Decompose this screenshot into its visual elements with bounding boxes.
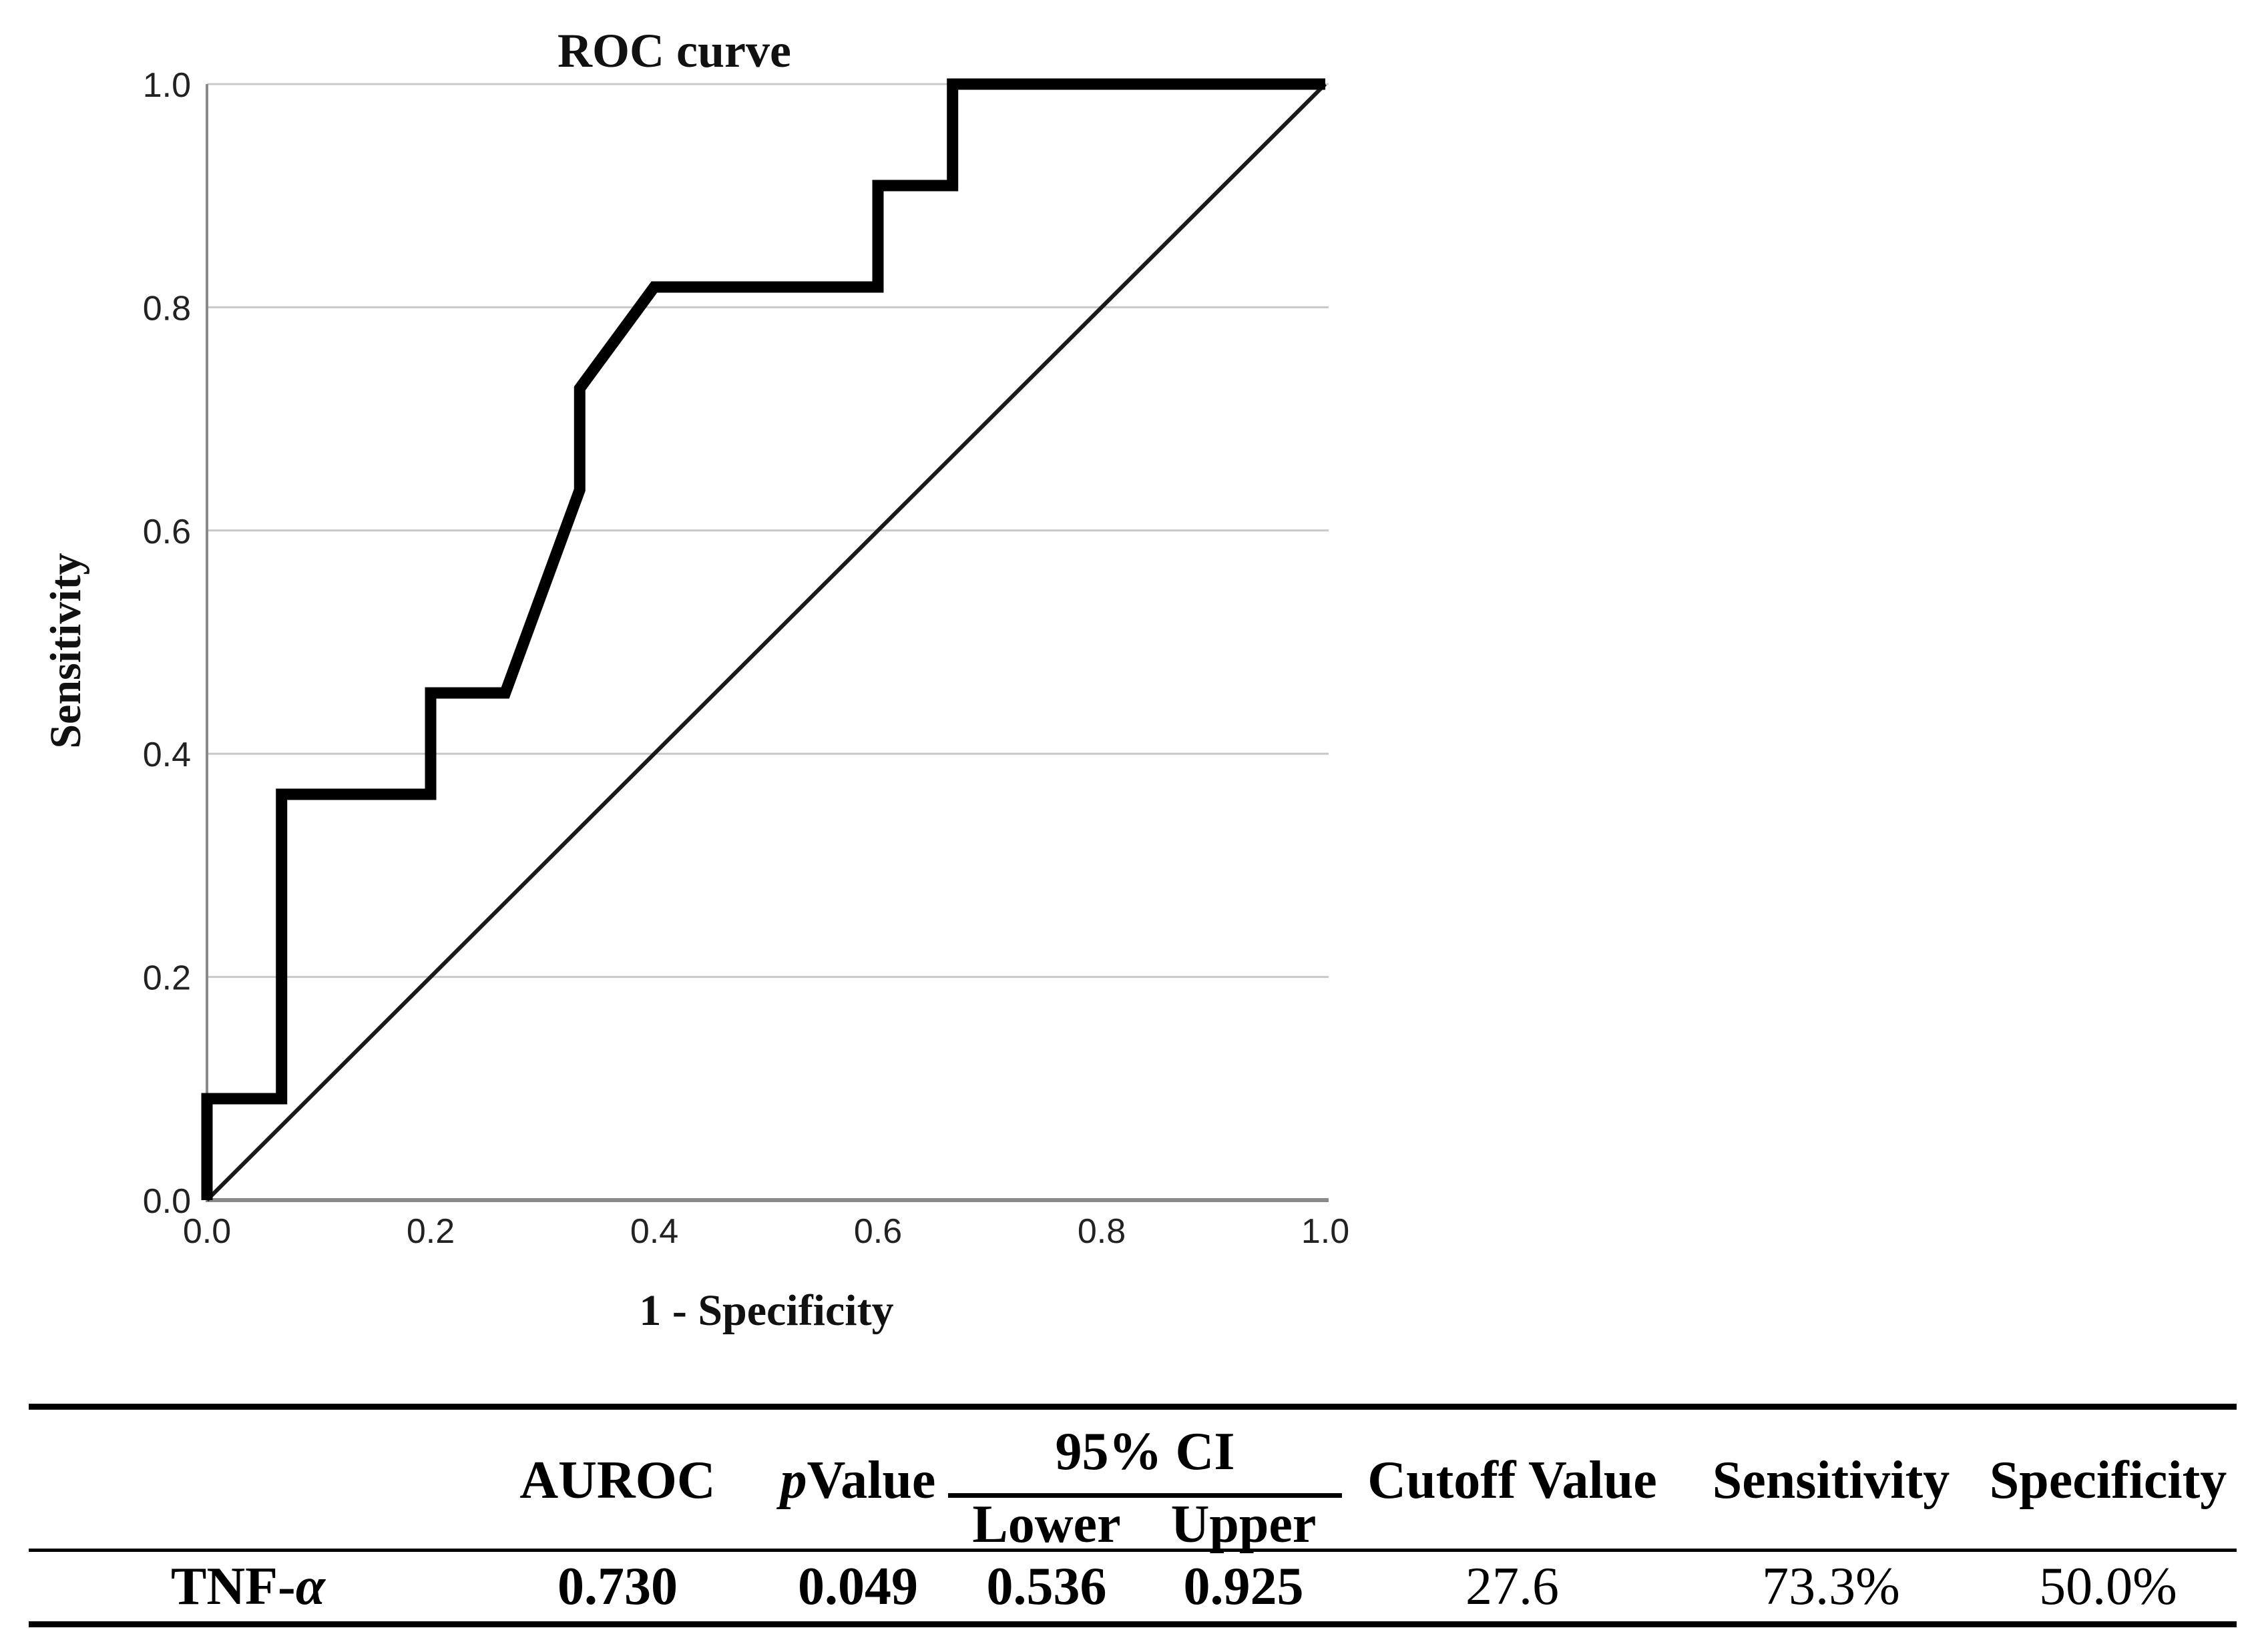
column-header-p-value: p Value [768,1410,948,1551]
chart-series [201,78,1327,1202]
tick-labels: 0.0 0.2 0.4 0.6 0.8 1.0 0.0 0.2 0.4 0.6 0.8 1.0 [143,66,1349,1251]
column-header-sensitivity: Sensitivity [1712,1451,1950,1510]
ci-group-cell: 95% CI Lower Upper [948,1410,1342,1551]
column-header-auroc: AUROC [519,1451,716,1510]
y-axis-label: Sensitivity [41,553,90,748]
column-header-ci-lower: Lower [972,1495,1121,1554]
y-tick-label-0.6: 0.6 [143,513,191,551]
x-tick-label-0.8: 0.8 [1078,1212,1126,1251]
roc-chart: 0.0 0.2 0.4 0.6 0.8 1.0 0.0 0.2 0.4 0.6 0.8 1.0 ROC… [41,24,1349,1335]
chart-title: ROC curve [557,24,791,77]
reference-diagonal-line [205,82,1327,1202]
x-tick-label-1.0: 1.0 [1301,1212,1349,1251]
x-tick-label-0.4: 0.4 [630,1212,678,1251]
table-header-row: AUROC p Value 95% CI Lower Upper Cutoff … [29,1410,2237,1552]
x-tick-label-0.2: 0.2 [407,1212,455,1251]
column-header-cutoff: Cutoff Value [1367,1451,1657,1510]
gridlines [207,83,1329,979]
tnf-prefix: TNF- [171,1557,296,1616]
table-row-tnf-alpha: TNF-α 0.730 0.049 0.536 0.925 27.6 73.3%… [29,1552,2237,1621]
value-cutoff: 27.6 [1465,1557,1559,1616]
column-header-95ci: 95% CI [948,1410,1342,1498]
value-auroc: 0.730 [557,1557,678,1616]
p-italic: p [780,1451,807,1510]
roc-curve-line [201,78,1325,1200]
value-specificity: 50.0% [2039,1557,2177,1616]
corner-cell [29,1410,467,1551]
y-tick-label-0.8: 0.8 [143,289,191,328]
column-header-specificity: Specificity [1989,1451,2227,1510]
row-label-tnf-alpha: TNF-α [29,1552,467,1621]
y-tick-label-0.0: 0.0 [143,1182,191,1221]
roc-stats-table: AUROC p Value 95% CI Lower Upper Cutoff … [29,1404,2237,1627]
axes [206,84,1329,1202]
y-tick-label-0.2: 0.2 [143,959,191,998]
y-tick-label-1.0: 1.0 [143,66,191,105]
value-p: 0.049 [798,1557,918,1616]
ci-subheaders: Lower Upper [948,1498,1342,1551]
tnf-alpha-symbol: α [295,1557,325,1616]
y-tick-label-0.4: 0.4 [143,736,191,774]
value-ci-lower: 0.536 [986,1557,1107,1616]
value-ci-upper: 0.925 [1183,1557,1304,1616]
p-value-rest: Value [807,1451,936,1510]
value-sensitivity: 73.3% [1762,1557,1900,1616]
x-axis-label: 1 - Specificity [639,1286,893,1335]
column-header-ci-upper: Upper [1170,1495,1317,1554]
x-tick-label-0.0: 0.0 [183,1212,231,1251]
x-tick-label-0.6: 0.6 [854,1212,902,1251]
